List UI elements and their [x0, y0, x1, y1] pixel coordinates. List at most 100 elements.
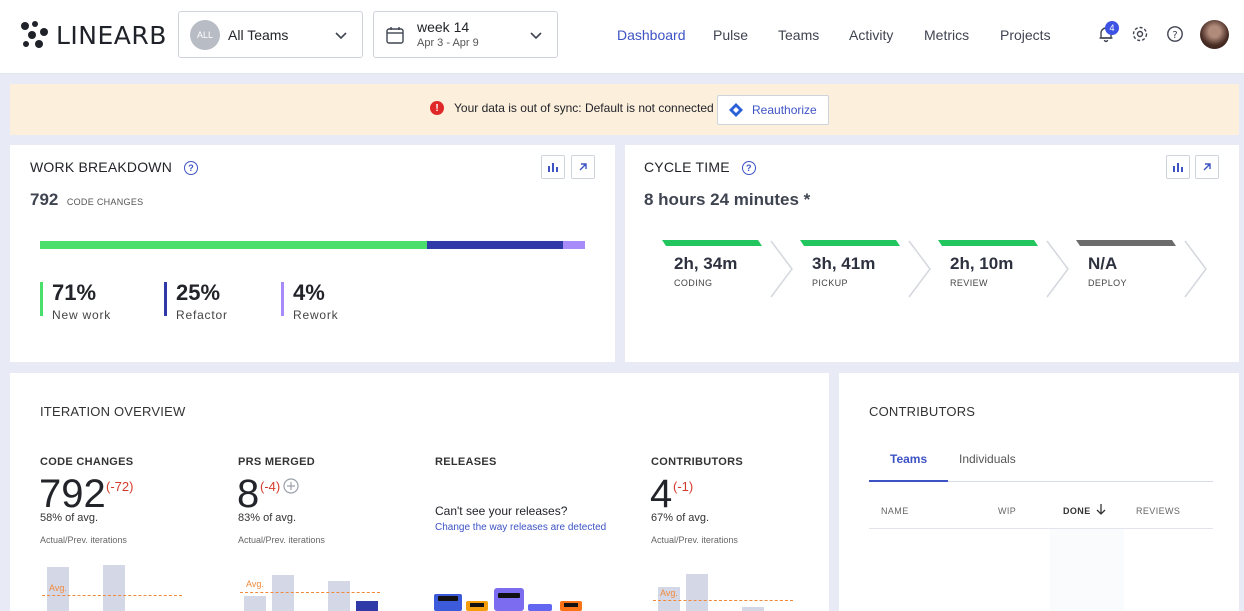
prs-merged-current-bar	[356, 601, 378, 611]
work-breakdown-bar	[40, 241, 585, 249]
avatar[interactable]	[1200, 20, 1229, 49]
week-selector[interactable]: week 14 Apr 3 - Apr 9	[373, 11, 558, 58]
error-icon: !	[430, 101, 444, 115]
work-total: 792 CODE CHANGES	[30, 190, 143, 210]
rework-marker	[281, 282, 284, 316]
stage-deploy-bar	[1076, 240, 1176, 246]
releases-question: Can't see your releases?	[435, 504, 568, 518]
chevron-right-icon	[770, 240, 793, 298]
column-wip[interactable]: WIP	[998, 506, 1017, 516]
column-reviews[interactable]: REVIEWS	[1136, 506, 1181, 516]
prs-merged-prev-bar	[244, 596, 266, 611]
svg-text:?: ?	[1172, 30, 1177, 41]
cycle-time-title: CYCLE TIME ?	[644, 159, 756, 176]
code-changes-note: Actual/Prev. iterations	[40, 535, 127, 545]
table-header-divider	[869, 528, 1213, 529]
help-icon[interactable]: ?	[741, 161, 756, 176]
code-changes-delta: (-72)	[106, 479, 134, 494]
prs-merged-prev-bar	[328, 581, 350, 611]
contributors-prev-bar	[658, 587, 680, 611]
gear-icon[interactable]	[1130, 24, 1150, 44]
nav-dashboard[interactable]: Dashboard	[617, 27, 686, 43]
contributors-prev-bar	[686, 574, 708, 611]
stage-deploy[interactable]: N/A DEPLOY	[1076, 240, 1186, 300]
stage-review-label: REVIEW	[950, 278, 988, 288]
nav-teams[interactable]: Teams	[778, 27, 820, 43]
week-range: Apr 3 - Apr 9	[417, 37, 479, 49]
chart-toggle-button[interactable]	[541, 155, 565, 179]
code-changes-avg-line	[42, 595, 182, 596]
code-changes-value: 792	[39, 472, 106, 516]
release-robots-illustration	[434, 588, 582, 611]
releases-head: RELEASES	[435, 456, 497, 468]
contributors-card	[839, 373, 1239, 611]
contributors-tabs: Teams Individuals	[869, 452, 1213, 482]
tab-individuals[interactable]: Individuals	[959, 452, 1016, 466]
nav-projects[interactable]: Projects	[1000, 27, 1051, 43]
done-column-highlight	[1050, 529, 1124, 611]
stage-review[interactable]: 2h, 10m REVIEW	[938, 240, 1048, 300]
stage-coding[interactable]: 2h, 34m CODING	[662, 240, 772, 300]
nav-metrics[interactable]: Metrics	[924, 27, 970, 43]
work-breakdown-segment	[40, 241, 427, 249]
stage-deploy-label: DEPLOY	[1088, 278, 1127, 288]
work-breakdown-segment	[426, 241, 564, 249]
refactor-metric: 25% Refactor	[164, 282, 228, 322]
chevron-down-icon	[335, 32, 347, 40]
work-breakdown-card	[10, 145, 615, 362]
week-title: week 14	[417, 19, 470, 35]
calendar-icon	[386, 26, 404, 44]
refactor-marker	[164, 282, 167, 316]
chevron-right-icon	[1046, 240, 1069, 298]
rework-value: 4%	[293, 280, 325, 305]
work-breakdown-title: WORK BREAKDOWN ?	[30, 159, 199, 176]
team-badge: ALL	[190, 19, 220, 50]
stage-coding-label: CODING	[674, 278, 713, 288]
sort-down-icon[interactable]	[1095, 503, 1107, 516]
prs-merged-prev-bar	[272, 575, 294, 611]
code-changes-avg: 58% of avg.	[40, 512, 99, 524]
help-icon[interactable]: ?	[184, 161, 199, 176]
column-done[interactable]: DONE	[1063, 506, 1091, 516]
logo-icon	[21, 21, 48, 48]
releases-link[interactable]: Change the way releases are detected	[435, 522, 607, 533]
add-circle-icon[interactable]	[283, 478, 299, 494]
prs-merged-avg-label: Avg.	[246, 579, 264, 589]
new-work-metric: 71% New work	[40, 282, 111, 322]
stage-review-bar	[938, 240, 1038, 246]
expand-button[interactable]	[1195, 155, 1219, 179]
chevron-right-icon	[908, 240, 931, 298]
work-total-value: 792	[30, 190, 59, 209]
sync-banner: ! Your data is out of sync: Default is n…	[10, 84, 1239, 135]
rework-metric: 4% Rework	[281, 282, 338, 322]
cycle-time-total: 8 hours 24 minutes *	[644, 190, 811, 209]
stage-pickup-label: PICKUP	[812, 278, 848, 288]
contributors-avg-label: Avg.	[660, 588, 678, 598]
code-changes-prev-bar	[47, 567, 69, 611]
tab-teams[interactable]: Teams	[890, 452, 928, 466]
contributors-prev-bar	[742, 607, 764, 611]
work-total-label: CODE CHANGES	[66, 197, 144, 207]
stage-review-value: 2h, 10m	[950, 254, 1014, 273]
expand-button[interactable]	[571, 155, 595, 179]
bar-chart-icon	[1173, 163, 1183, 172]
prs-merged-note: Actual/Prev. iterations	[238, 535, 325, 545]
reauthorize-button[interactable]: Reauthorize	[717, 95, 829, 125]
nav-pulse[interactable]: Pulse	[713, 27, 749, 43]
logo[interactable]: LINEARB	[20, 20, 167, 50]
chart-toggle-button[interactable]	[1166, 155, 1190, 179]
team-selector[interactable]: ALL All Teams	[178, 11, 363, 58]
column-name[interactable]: NAME	[881, 506, 909, 516]
contributors-avg: 67% of avg.	[651, 512, 710, 524]
code-changes-prev-bar	[103, 565, 125, 611]
help-icon[interactable]: ?	[1165, 24, 1185, 44]
iteration-overview-card	[10, 373, 829, 611]
stage-pickup[interactable]: 3h, 41m PICKUP	[800, 240, 910, 300]
stage-pickup-bar	[800, 240, 900, 246]
contributors-value: 4	[650, 472, 673, 516]
rework-label: Rework	[293, 308, 339, 322]
nav-activity[interactable]: Activity	[849, 27, 894, 43]
jira-diamond-icon	[729, 103, 743, 117]
prs-merged-avg-line	[240, 592, 380, 593]
iteration-title: ITERATION OVERVIEW	[40, 404, 186, 419]
